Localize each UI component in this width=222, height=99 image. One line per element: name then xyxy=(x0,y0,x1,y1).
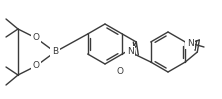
Text: B: B xyxy=(52,48,58,57)
Text: O: O xyxy=(32,61,40,70)
Text: O: O xyxy=(32,33,40,42)
Text: O: O xyxy=(116,68,124,77)
Text: N: N xyxy=(186,39,194,48)
Text: O: O xyxy=(117,68,123,77)
Text: N: N xyxy=(127,48,133,57)
Text: N: N xyxy=(187,39,193,48)
Text: N: N xyxy=(126,48,134,57)
Text: O: O xyxy=(32,61,40,70)
Text: B: B xyxy=(52,48,58,57)
Text: O: O xyxy=(32,33,40,42)
